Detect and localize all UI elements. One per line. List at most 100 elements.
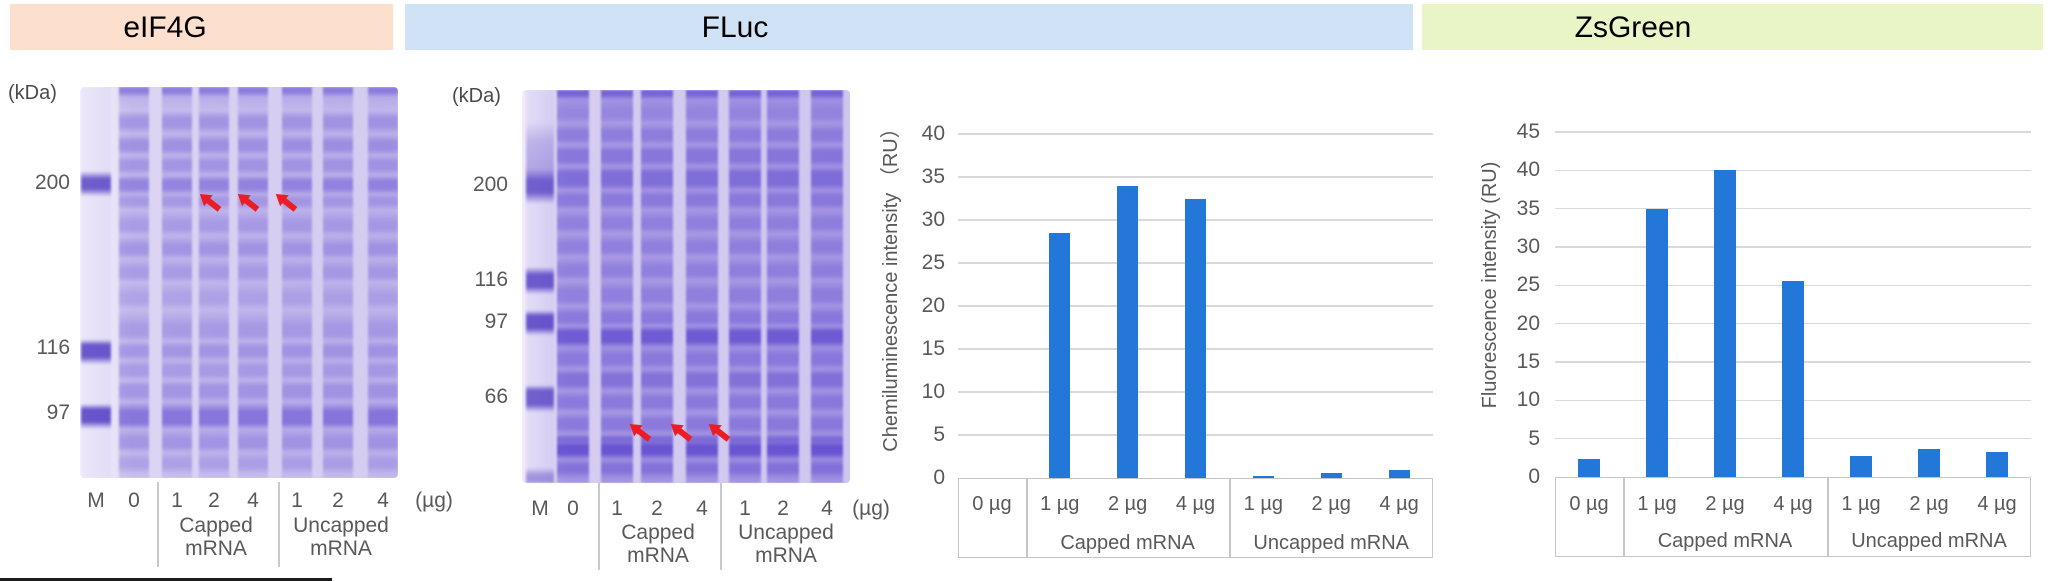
eif4g-marker-200: 200 xyxy=(34,171,70,194)
panel-title-fluc: FLuc xyxy=(701,11,769,44)
fluc-marker-116: 116 xyxy=(474,268,508,291)
gel-sample-lane xyxy=(729,90,761,483)
fluc-marker-66: 66 xyxy=(484,385,508,408)
zsgreen-chart-bar-2µg xyxy=(1918,449,1940,477)
gel-sample-lane xyxy=(557,90,589,483)
fluc-chart-group-label: Capped mRNA xyxy=(1060,532,1195,554)
fluc-lane-label: 1 xyxy=(611,497,623,520)
zsgreen-chart-bar-1µg xyxy=(1646,208,1668,477)
fluc-chart-ytick: 0 xyxy=(933,466,945,489)
eif4g-marker-97: 97 xyxy=(46,401,70,424)
fluc-lane-label: 0 xyxy=(567,497,579,520)
gel-sample-lane xyxy=(282,87,312,478)
fluc-chart-ytick: 20 xyxy=(921,294,945,317)
zsgreen-chart-ytick: 5 xyxy=(1528,426,1540,450)
fluc-chart-category-separator xyxy=(1229,478,1232,558)
gel-sample-lane xyxy=(811,90,843,483)
zsgreen-chart-bar-0µg xyxy=(1578,458,1600,477)
fluc-chart-category-separator xyxy=(1025,478,1028,558)
gel-sample-lane xyxy=(119,87,149,478)
eif4g-group-divider xyxy=(278,482,280,567)
fluc-amount-unit-label: (µg) xyxy=(852,497,890,520)
fluc-chart-category-label: 2 µg xyxy=(1311,493,1351,515)
gel-marker-lane xyxy=(526,90,554,483)
fluc-chart-ytick: 35 xyxy=(921,165,945,188)
fluc-lane-label: M xyxy=(531,497,549,520)
fluc-chart-ytick: 30 xyxy=(921,208,945,231)
zsgreen-chart-ytick: 25 xyxy=(1516,273,1540,297)
zsgreen-chart-category-label: 2 µg xyxy=(1909,493,1949,515)
zsgreen-chart-category-label: 2 µg xyxy=(1705,493,1745,515)
fluc-chart-category-label: 1 µg xyxy=(1243,493,1283,515)
zsgreen-chart-ytick: 15 xyxy=(1516,349,1540,373)
eif4g-kda-label: (kDa) xyxy=(8,82,57,104)
fluc-chart-category-label: 4 µg xyxy=(1175,493,1216,515)
gel-sample-lane xyxy=(162,87,192,478)
fluc-kda-label: (kDa) xyxy=(452,85,501,107)
gel-sample-lane xyxy=(238,87,268,478)
fluc-chart-category-label: 0 µg xyxy=(972,493,1012,515)
fluc-chart-category-box xyxy=(958,478,1433,558)
zsgreen-chart-gridline xyxy=(1555,207,2031,210)
eif4g-lane-label: 1 xyxy=(291,489,303,512)
fluc-lane-label: 2 xyxy=(651,497,663,520)
zsgreen-chart-group-label: Capped mRNA xyxy=(1657,530,1793,552)
fluc-marker-200: 200 xyxy=(472,173,508,196)
zsgreen-chart-category-box xyxy=(1555,477,2031,557)
gel-sample-lane xyxy=(368,87,398,478)
eif4g-lane-label: 0 xyxy=(128,489,140,512)
fluc-group-label: Uncapped mRNA xyxy=(738,521,834,567)
fluc-chart-bar-2µg xyxy=(1320,472,1342,478)
fluc-chart-category-label: 2 µg xyxy=(1107,493,1148,515)
eif4g-lane-label: 4 xyxy=(247,489,259,512)
fluc-chart-group-label: Uncapped mRNA xyxy=(1253,532,1410,554)
zsgreen-chart-category-separator xyxy=(1623,477,1625,557)
zsgreen-chart-category-separator xyxy=(1827,477,1829,557)
zsgreen-chart-ytick: 40 xyxy=(1516,158,1540,182)
eif4g-group-divider xyxy=(157,482,159,567)
zsgreen-chart-category-label: 4 µg xyxy=(1773,493,1813,515)
fluc-lane-label: 4 xyxy=(696,497,708,520)
fluc-lane-label: 2 xyxy=(777,497,789,520)
zsgreen-chart-ytick: 30 xyxy=(1516,234,1540,258)
fluc-chart-ytick: 15 xyxy=(921,337,945,360)
fluc-chart-ytick: 10 xyxy=(921,380,945,403)
fluc-chart-bar-4µg xyxy=(1388,470,1410,478)
zsgreen-chart-bar-2µg xyxy=(1714,170,1736,477)
zsgreen-chart-bar-1µg xyxy=(1850,455,1872,477)
fluc-chart-ytick: 5 xyxy=(933,423,945,446)
eif4g-lane-label: 4 xyxy=(377,489,389,512)
panel-header-zsgreen: ZsGreen xyxy=(1422,4,2043,50)
zsgreen-chart-ytick: 20 xyxy=(1516,311,1540,335)
fluc-chart-gridline xyxy=(958,176,1433,178)
eif4g-lane-label: 2 xyxy=(332,489,344,512)
fluc-chart-bar-1µg xyxy=(1049,232,1071,478)
fluc-chart-gridline xyxy=(958,133,1433,135)
panel-title-zsgreen: ZsGreen xyxy=(1574,11,1692,44)
eif4g-group-label: Capped mRNA xyxy=(179,514,253,560)
eif4g-lane-label: M xyxy=(87,489,105,512)
fluc-lane-label: 4 xyxy=(821,497,833,520)
panel-header-eif4g: eIF4G xyxy=(10,4,393,50)
zsgreen-chart-gridline xyxy=(1555,246,2031,248)
zsgreen-chart-bar-4µg xyxy=(1782,281,1804,477)
fluc-chart-category-label: 1 µg xyxy=(1040,493,1080,515)
eif4g-lane-label: 2 xyxy=(208,489,220,512)
zsgreen-chart-category-label: 1 µg xyxy=(1637,493,1677,515)
eif4g-gel-image xyxy=(80,87,398,478)
fluc-group-divider xyxy=(720,483,722,570)
fluc-group-divider xyxy=(598,483,600,570)
zsgreen-chart-ytick: 0 xyxy=(1528,465,1540,488)
fluc-chart-bar-4µg xyxy=(1185,198,1206,478)
screenshot-bottom-edge xyxy=(0,578,332,581)
panel-title-eif4g: eIF4G xyxy=(123,11,207,44)
fluc-chart-bar-1µg xyxy=(1252,476,1274,478)
zsgreen-chart-ytick: 35 xyxy=(1516,196,1540,220)
gel-sample-lane xyxy=(323,87,353,478)
fluc-chart-ytick: 25 xyxy=(921,251,945,274)
zsgreen-chart-gridline xyxy=(1555,169,2031,172)
gel-marker-lane xyxy=(81,87,111,478)
gel-sample-lane xyxy=(199,87,229,478)
zsgreen-chart-category-label: 1 µg xyxy=(1841,493,1881,515)
zsgreen-chart-group-label: Uncapped mRNA xyxy=(1851,530,2007,552)
